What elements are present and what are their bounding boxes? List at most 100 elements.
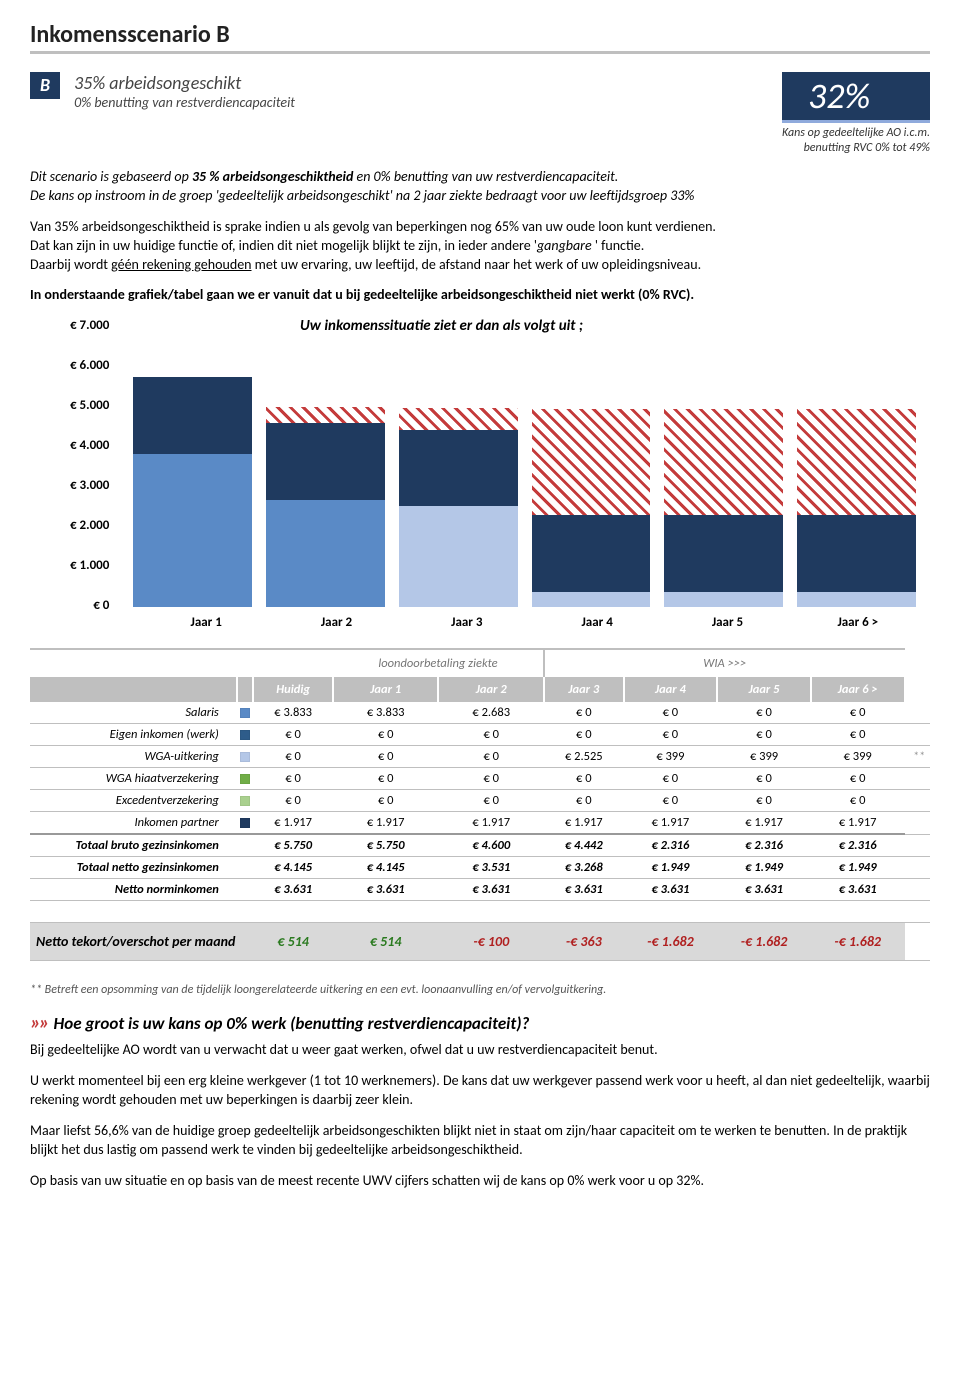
row-label: Excedentverzekering	[30, 790, 237, 812]
bar	[399, 327, 518, 607]
cell: € 4.145	[253, 857, 333, 879]
cell: € 0	[544, 724, 624, 746]
x-tick: Jaar 6 >	[800, 615, 916, 630]
netto-cell: -€ 1.682	[624, 923, 718, 961]
bar-segment	[399, 506, 518, 607]
col-header: Jaar 3	[544, 677, 624, 702]
cell: € 5.750	[253, 834, 333, 857]
col-header: Jaar 5	[717, 677, 811, 702]
cell: € 3.268	[544, 857, 624, 879]
income-table: loondoorbetaling ziekte WIA >>> HuidigJa…	[30, 648, 930, 961]
intro-p2: Van 35% arbeidsongeschiktheid is sprake …	[30, 218, 930, 275]
table-row: Eigen inkomen (werk)€ 0€ 0€ 0€ 0€ 0€ 0€ …	[30, 724, 930, 746]
plot-area	[119, 327, 930, 607]
cell: € 1.917	[438, 812, 544, 835]
bar	[797, 327, 916, 607]
bar-segment	[664, 592, 783, 608]
cell: € 1.917	[811, 812, 905, 835]
legend-swatch	[240, 818, 250, 828]
cell: € 0	[811, 724, 905, 746]
scenario-line2: 0% benutting van restverdiencapaciteit	[74, 94, 295, 111]
bar	[266, 327, 385, 607]
col-header: Jaar 2	[438, 677, 544, 702]
cell: € 3.833	[333, 702, 439, 724]
x-tick: Jaar 3	[409, 615, 525, 630]
cell: € 4.600	[438, 834, 544, 857]
chart: Uw inkomenssituatie ziet er dan als volg…	[70, 317, 930, 630]
bar-segment	[532, 515, 651, 592]
row-label: Totaal netto gezinsinkomen	[30, 857, 237, 879]
cell: € 1.917	[624, 812, 718, 835]
table-row: WGA hiaatverzekering€ 0€ 0€ 0€ 0€ 0€ 0€ …	[30, 768, 930, 790]
bar	[133, 327, 252, 607]
section2-p1: Bij gedeeltelijke AO wordt van u verwach…	[30, 1041, 930, 1060]
bar-segment	[797, 515, 916, 592]
cell: € 3.631	[717, 879, 811, 901]
row-label: Eigen inkomen (werk)	[30, 724, 237, 746]
bar-segment	[266, 500, 385, 607]
cell: € 3.631	[333, 879, 439, 901]
cell: € 0	[253, 790, 333, 812]
totals-row: Totaal netto gezinsinkomen € 4.145€ 4.145…	[30, 857, 930, 879]
cell: € 3.631	[544, 879, 624, 901]
cell: € 0	[253, 746, 333, 768]
totals-row: Totaal bruto gezinsinkomen€ 5.750€ 5.750…	[30, 834, 930, 857]
cell: € 5.750	[333, 834, 439, 857]
cell: € 0	[333, 768, 439, 790]
scenario-badge: B	[30, 72, 60, 99]
cell: € 0	[624, 768, 718, 790]
bar-segment	[266, 407, 385, 423]
cell: € 2.683	[438, 702, 544, 724]
table-row: Excedentverzekering€ 0€ 0€ 0€ 0€ 0€ 0€ 0	[30, 790, 930, 812]
cell: € 0	[333, 746, 439, 768]
cell: € 0	[717, 702, 811, 724]
legend-swatch	[240, 708, 250, 718]
cell: € 3.631	[253, 879, 333, 901]
netto-row: Netto tekort/overschot per maand€ 514€ 5…	[30, 923, 930, 961]
cell: € 2.316	[811, 834, 905, 857]
header-row: HuidigJaar 1Jaar 2Jaar 3Jaar 4Jaar 5Jaar…	[30, 677, 930, 702]
bar-segment	[797, 592, 916, 608]
cell: € 0	[438, 746, 544, 768]
cell: € 0	[624, 790, 718, 812]
netto-cell: -€ 363	[544, 923, 624, 961]
cell: € 4.145	[333, 857, 439, 879]
title-bar: Inkomensscenario B	[30, 20, 930, 54]
footnote: ** Betreft een opsomming van de tijdelij…	[30, 983, 930, 997]
bar-segment	[532, 409, 651, 515]
scenario-line1: 35% arbeidsongeschikt	[74, 72, 295, 94]
x-tick: Jaar 5	[669, 615, 785, 630]
chart-title: Uw inkomenssituatie ziet er dan als volg…	[300, 317, 583, 335]
section-question: »» Hoe groot is uw kans op 0% werk (benut…	[30, 1011, 930, 1190]
arrows-icon: »»	[30, 1011, 48, 1035]
section2-p2: U werkt momenteel bij een erg kleine wer…	[30, 1072, 930, 1110]
cell: € 1.949	[811, 857, 905, 879]
cell: € 0	[624, 702, 718, 724]
bar	[664, 327, 783, 607]
row-label: WGA-uitkering	[30, 746, 237, 768]
cell: € 3.631	[438, 879, 544, 901]
y-axis: € 7.000€ 6.000€ 5.000€ 4.000€ 3.000€ 2.0…	[70, 327, 119, 607]
totals-row: Netto norminkomen€ 3.631€ 3.631€ 3.631€ …	[30, 879, 930, 901]
pct-value: 32%	[782, 72, 930, 123]
x-tick: Jaar 1	[148, 615, 264, 630]
cell: € 0	[717, 768, 811, 790]
bar-segment	[664, 515, 783, 592]
cell: € 399	[717, 746, 811, 768]
cell: € 2.525	[544, 746, 624, 768]
question-title: Hoe groot is uw kans op 0% werk (benutti…	[54, 1013, 530, 1034]
x-axis: Jaar 1Jaar 2Jaar 3Jaar 4Jaar 5Jaar 6 >	[134, 615, 930, 630]
pct-block: 32% Kans op gedeeltelijke AO i.c.m. benu…	[782, 72, 930, 156]
cell: € 1.917	[253, 812, 333, 835]
table-row: Salaris€ 3.833€ 3.833€ 2.683€ 0€ 0€ 0€ 0	[30, 702, 930, 724]
cell: € 1.917	[333, 812, 439, 835]
cell: € 0	[333, 724, 439, 746]
cell: € 3.631	[624, 879, 718, 901]
table-row: WGA-uitkering€ 0€ 0€ 0€ 2.525€ 399€ 399€…	[30, 746, 930, 768]
cell: € 0	[717, 790, 811, 812]
cell: € 0	[544, 790, 624, 812]
netto-cell: -€ 100	[438, 923, 544, 961]
section2-p4: Op basis van uw situatie en op basis van…	[30, 1172, 930, 1191]
cell: € 0	[544, 702, 624, 724]
col-header: Huidig	[253, 677, 333, 702]
